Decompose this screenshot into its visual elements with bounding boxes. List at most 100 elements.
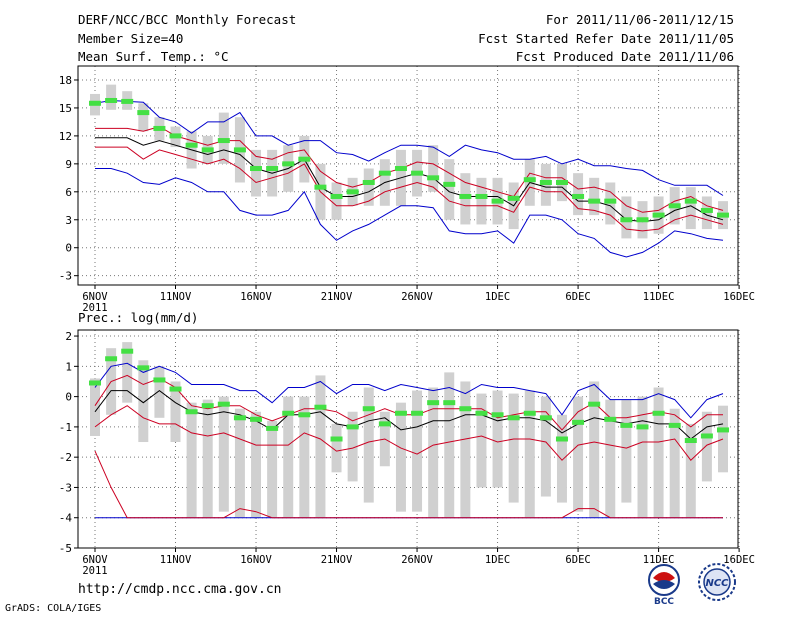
prec-spread-box <box>556 414 567 503</box>
prec-ensemble-mean-line <box>94 389 724 440</box>
bcc-logo: BCC <box>648 564 680 606</box>
prec-spread-box <box>347 411 358 482</box>
prec-median-marker <box>684 438 697 444</box>
temp-median-marker <box>507 195 520 201</box>
prec-median-marker <box>137 365 150 371</box>
prec-lower-spread-line <box>94 405 724 461</box>
fcst-started-date: Fcst Started Refer Date 2011/11/05 <box>478 31 734 46</box>
temp-ensemble-min-line <box>95 168 724 258</box>
prec-xtick-label: 21NOV <box>321 554 353 566</box>
temp-median-marker <box>588 198 601 204</box>
prec-spread-box <box>218 396 229 512</box>
prec-median-marker <box>201 403 214 409</box>
prec-xtick-label: 16DEC <box>723 554 755 566</box>
temp-spread-box <box>363 168 374 206</box>
temp-spread-box <box>589 177 600 216</box>
grads-credit: GrADS: COLA/IGES <box>5 603 102 614</box>
prec-median-marker <box>266 425 279 431</box>
prec-ytick-label: 1 <box>65 360 72 373</box>
prec-xtick-label: 1DEC <box>485 554 510 566</box>
prec-median-marker <box>89 380 101 386</box>
prec-median-marker <box>153 377 166 383</box>
prec-median-marker <box>555 436 568 442</box>
temp-median-marker <box>411 170 424 176</box>
prec-spread-box <box>605 399 616 518</box>
prec-spread-box <box>685 423 696 518</box>
temp-median-marker <box>523 177 536 183</box>
prec-ytick-label: -1 <box>59 421 72 434</box>
prec-median-marker <box>378 421 391 427</box>
prec-median-marker <box>717 427 729 433</box>
temp-median-marker <box>668 203 681 209</box>
prec-median-marker <box>105 356 118 362</box>
temp-xtick-label: 11NOV <box>160 291 192 303</box>
temp-median-marker <box>555 179 568 185</box>
prec-median-marker <box>588 401 601 407</box>
prec-median-marker <box>491 412 504 418</box>
temp-median-marker <box>298 156 311 162</box>
temp-median-marker <box>362 179 375 185</box>
temp-median-marker <box>346 189 359 195</box>
temp-year-label: 2011 <box>82 302 107 314</box>
temp-xtick-label: 26NOV <box>401 291 433 303</box>
temp-ytick-label: 9 <box>65 158 72 171</box>
prec-xtick-label: 6NOV <box>82 554 108 566</box>
source-url[interactable]: http://cmdp.ncc.cma.gov.cn <box>78 582 282 597</box>
temp-median-marker <box>217 138 230 144</box>
temp-median-marker <box>105 97 118 103</box>
temp-ytick-label: 18 <box>59 74 72 87</box>
prec-spread-box <box>428 387 439 518</box>
temp-median-marker <box>491 198 504 204</box>
temp-median-marker <box>89 100 101 106</box>
prec-xtick-label: 6DEC <box>565 554 590 566</box>
temp-xtick-label: 21NOV <box>321 291 353 303</box>
prec-spread-box <box>186 402 197 518</box>
prec-spread-box <box>90 378 100 436</box>
temp-ytick-label: 12 <box>59 130 72 143</box>
temp-upper-spread-line <box>95 126 724 213</box>
temp-median-marker <box>620 217 633 223</box>
prec-median-marker <box>233 415 246 421</box>
variable-label: Mean Surf. Temp.: °C <box>78 49 229 64</box>
temp-median-marker <box>282 161 295 167</box>
prec-spread-box <box>460 381 471 518</box>
prec-median-marker <box>121 348 134 354</box>
temp-xtick-label: 11DEC <box>643 291 675 303</box>
prec-spread-box <box>234 408 245 518</box>
temp-median-marker <box>394 166 407 172</box>
temp-xtick-label: 1DEC <box>485 291 510 303</box>
temp-median-marker <box>250 166 263 172</box>
temp-median-marker <box>539 179 552 185</box>
prec-spread-box <box>653 387 664 518</box>
temp-median-marker <box>459 193 472 199</box>
prec-spread-box <box>508 393 519 503</box>
prec-year-label: 2011 <box>82 565 107 577</box>
temp-ytick-label: 0 <box>65 242 72 255</box>
prec-median-marker <box>217 401 230 407</box>
prec-spread-box <box>251 411 262 518</box>
prec-spread-box <box>444 372 455 518</box>
temp-median-marker <box>185 142 198 148</box>
ncc-logo: NCC <box>698 563 736 601</box>
prec-xtick-label: 11NOV <box>160 554 192 566</box>
prec-spread-box <box>154 366 165 418</box>
temp-ensemble-mean-line <box>95 137 724 223</box>
chart-title: DERF/NCC/BCC Monthly Forecast <box>78 12 297 27</box>
prec-ytick-label: -4 <box>59 512 73 525</box>
temp-median-marker <box>652 212 665 218</box>
forecast-period: For 2011/11/06-2011/12/15 <box>545 12 734 27</box>
prec-median-marker <box>427 400 440 406</box>
prec-median-marker <box>475 410 488 416</box>
prec-median-marker <box>298 412 311 418</box>
temp-median-marker <box>572 193 585 199</box>
prec-median-marker <box>330 436 343 442</box>
prec-spread-box <box>315 375 326 518</box>
prec-median-marker <box>169 386 182 392</box>
temp-median-marker <box>266 166 279 172</box>
temp-plot-frame <box>77 65 739 286</box>
prec-spread-box <box>476 393 487 488</box>
prec-spread-box <box>701 411 712 482</box>
prec-median-marker <box>394 410 407 416</box>
prec-lower-extreme-line <box>94 450 723 519</box>
prec-spread-box <box>573 396 584 512</box>
